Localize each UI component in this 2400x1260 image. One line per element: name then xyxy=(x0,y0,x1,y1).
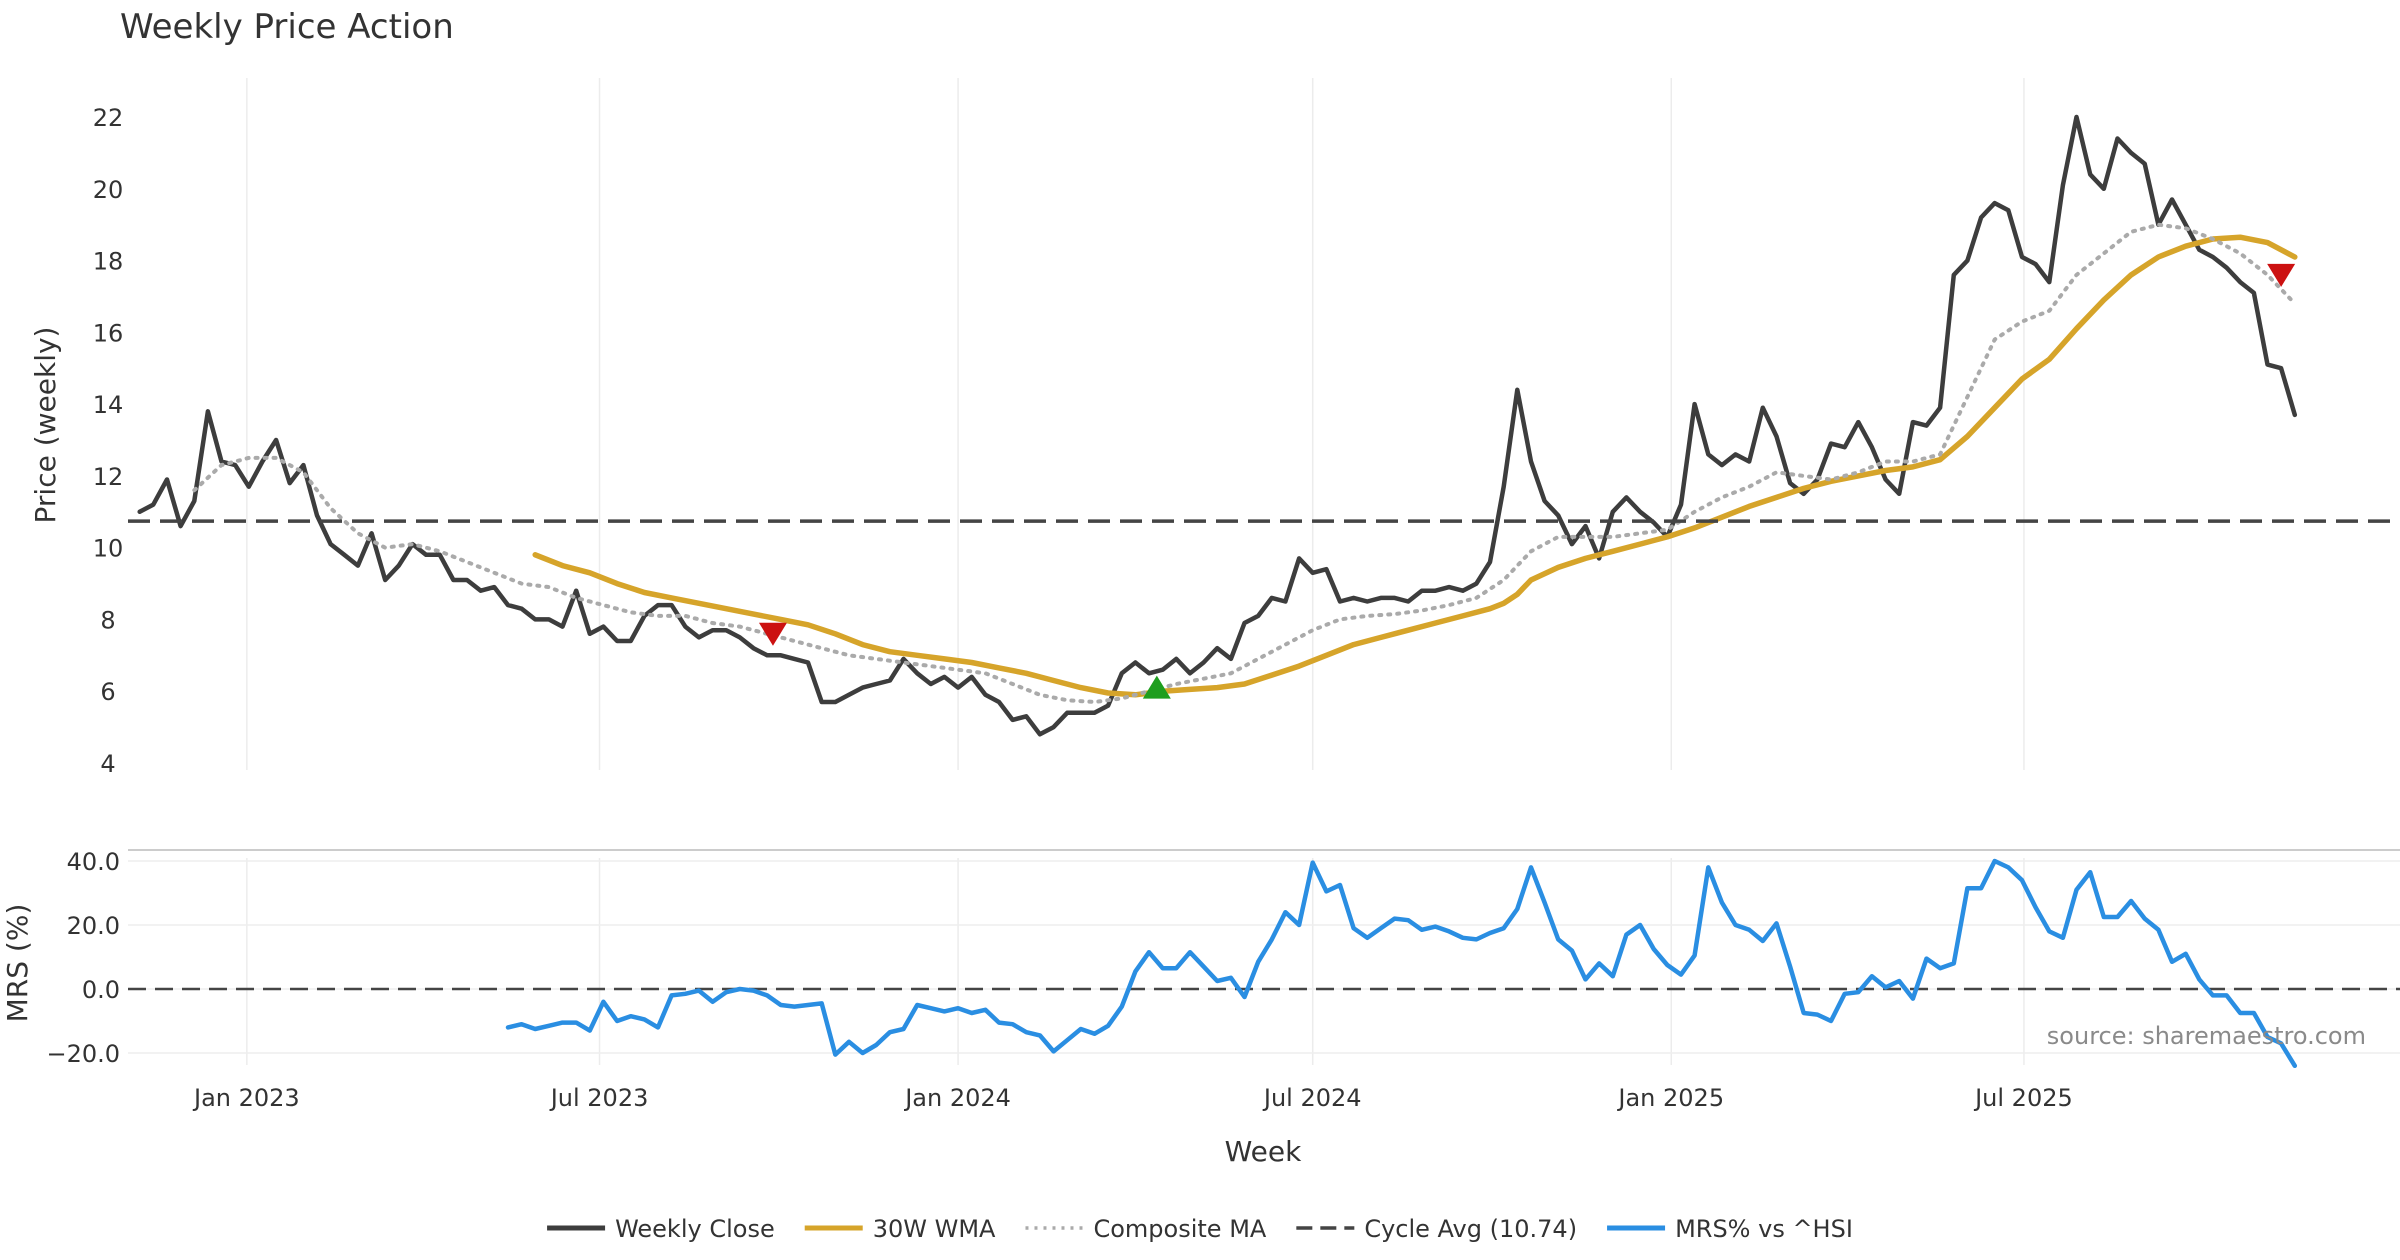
signal-markers xyxy=(758,263,2296,699)
mrs-series xyxy=(128,858,2400,1069)
legend-label-2: Composite MA xyxy=(1093,1215,1266,1243)
price-y-tick-3: 10 xyxy=(93,535,124,563)
mrs-y-tick-1: 20.0 xyxy=(67,912,120,940)
price-series xyxy=(128,114,2400,737)
legend-label-4: MRS% vs ^HSI xyxy=(1675,1215,1853,1243)
mrs-y-ticks: 40.0 20.0 0.0 −20.0 xyxy=(46,848,120,1068)
series-composite-ma xyxy=(192,222,2297,704)
mrs-y-tick-0: 40.0 xyxy=(67,848,120,876)
series-mrs-vs-hsi xyxy=(505,858,2298,1069)
price-y-tick-1: 6 xyxy=(100,678,115,706)
sell-signal-marker-0 xyxy=(758,622,787,646)
price-y-tick-5: 14 xyxy=(93,391,124,419)
x-tick-0: Jan 2023 xyxy=(192,1084,300,1112)
x-tick-2: Jan 2024 xyxy=(903,1084,1011,1112)
series-30w-wma xyxy=(532,234,2298,698)
price-y-tick-4: 12 xyxy=(93,463,124,491)
series-weekly-close xyxy=(137,114,2298,737)
legend-label-3: Cycle Avg (10.74) xyxy=(1364,1215,1577,1243)
x-axis-label: Week xyxy=(1225,1135,1302,1168)
x-ticks: Jan 2023 Jul 2023 Jan 2024 Jul 2024 Jan 2025… xyxy=(192,1084,2073,1112)
price-y-tick-9: 22 xyxy=(93,104,124,132)
price-y-tick-7: 18 xyxy=(93,248,124,276)
price-grid xyxy=(246,78,2025,770)
price-y-ticks: 4 6 8 10 12 14 16 18 20 22 xyxy=(93,104,124,778)
price-y-axis-label: Price (weekly) xyxy=(29,327,62,524)
price-y-tick-6: 16 xyxy=(93,319,124,347)
legend: Weekly Close 30W WMA Composite MA Cycle Avg… xyxy=(547,1215,1853,1243)
mrs-y-tick-3: −20.0 xyxy=(46,1040,120,1068)
buy-signal-marker-1 xyxy=(1142,675,1171,699)
sell-signal-marker-2 xyxy=(2267,263,2296,287)
mrs-y-axis-label: MRS (%) xyxy=(1,904,34,1023)
mrs-y-tick-2: 0.0 xyxy=(82,976,120,1004)
price-y-tick-0: 4 xyxy=(100,750,115,778)
legend-label-1: 30W WMA xyxy=(873,1215,996,1243)
source-note: source: sharemaestro.com xyxy=(2047,1022,2366,1050)
x-tick-5: Jul 2025 xyxy=(1973,1084,2073,1112)
x-tick-1: Jul 2023 xyxy=(549,1084,649,1112)
x-tick-4: Jan 2025 xyxy=(1616,1084,1724,1112)
chart-title: Weekly Price Action xyxy=(120,7,454,47)
price-y-tick-2: 8 xyxy=(100,606,115,634)
x-tick-3: Jul 2024 xyxy=(1262,1084,1362,1112)
legend-label-0: Weekly Close xyxy=(615,1215,775,1243)
price-y-tick-8: 20 xyxy=(93,176,124,204)
